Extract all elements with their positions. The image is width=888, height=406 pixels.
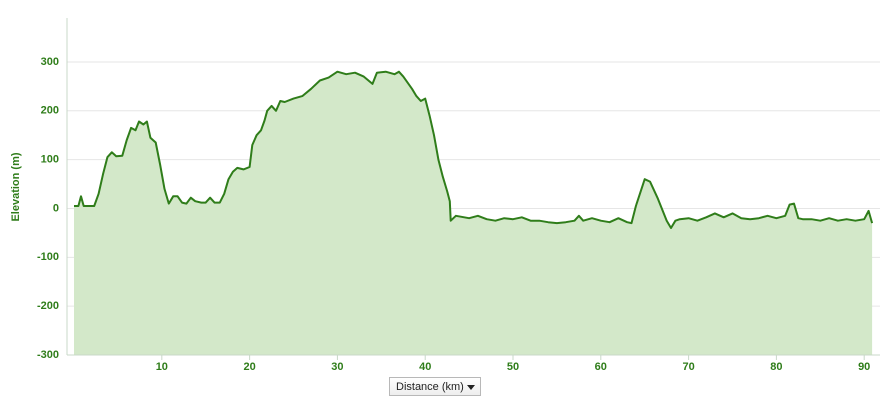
y-tick-label: -300: [37, 349, 59, 361]
area-fill: [74, 71, 873, 355]
elevation-line: [74, 70, 874, 229]
x-tick-label: 40: [419, 361, 431, 373]
x-tick-label: 10: [156, 361, 168, 373]
x-tick-label: 80: [770, 361, 782, 373]
y-tick-label: 0: [53, 202, 59, 214]
y-tick-label: 300: [41, 56, 59, 68]
y-axis-label: Elevation (m): [10, 152, 22, 221]
x-tick-label: 60: [595, 361, 607, 373]
y-tick-label: 200: [41, 105, 59, 117]
x-tick-label: 30: [331, 361, 343, 373]
x-axis-label: Distance (km): [396, 381, 464, 393]
x-axis-selector[interactable]: Distance (km): [389, 377, 481, 396]
dropdown-arrow: [467, 385, 475, 390]
x-tick-label: 50: [507, 361, 519, 373]
x-tick-label: 70: [682, 361, 694, 373]
y-tick-label: -200: [37, 300, 59, 312]
x-tick-label: 90: [858, 361, 870, 373]
y-tick-label: 100: [41, 154, 59, 166]
y-tick-label: -100: [37, 251, 59, 263]
x-tick-label: 20: [243, 361, 255, 373]
